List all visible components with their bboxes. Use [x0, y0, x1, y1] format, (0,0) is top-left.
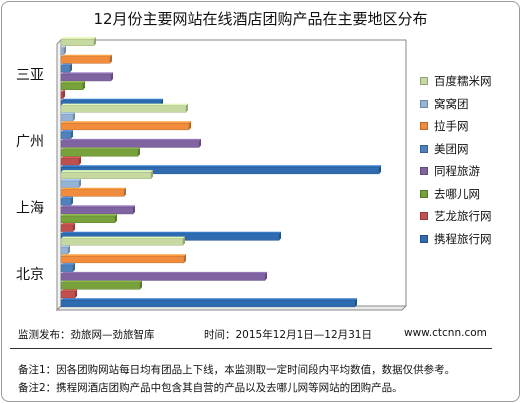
bar: [60, 37, 96, 47]
bar: [60, 130, 73, 139]
bar: [60, 121, 191, 131]
legend-item: 百度糯米网: [420, 70, 515, 93]
legend-label: 百度糯米网: [434, 74, 492, 89]
bar: [60, 165, 381, 175]
bar: [60, 147, 140, 157]
chart-title: 12月份主要网站在线酒店团购产品在主要地区分布: [93, 10, 428, 28]
legend-item: 窝窝团: [420, 93, 515, 116]
bar: [60, 280, 142, 290]
bar: [60, 156, 81, 166]
legend-swatch: [420, 234, 428, 243]
bar: [60, 112, 75, 122]
legend-swatch: [420, 167, 428, 176]
bar: [60, 298, 357, 308]
legend-swatch: [420, 77, 428, 86]
bar: [60, 263, 75, 272]
category-label: 北京: [16, 267, 44, 283]
chart-legend: 百度糯米网窝窝团拉手网美团网同程旅游去哪儿网艺龙旅行网携程旅行网: [420, 70, 515, 250]
bar: [60, 222, 75, 232]
bar: [60, 271, 267, 281]
bar: [60, 63, 72, 73]
category-label: 上海: [16, 200, 44, 216]
legend-item: 同程旅游: [420, 160, 515, 183]
legend-label: 去哪儿网: [434, 186, 480, 201]
legend-label: 同程旅游: [434, 164, 480, 179]
category-label: 三亚: [16, 67, 44, 83]
legend-label: 携程旅行网: [434, 231, 492, 246]
bar: [60, 187, 126, 197]
bar: [60, 45, 66, 55]
legend-swatch: [420, 99, 428, 108]
legend-item: 艺龙旅行网: [420, 205, 515, 228]
legend-swatch: [420, 212, 428, 221]
legend-label: 艺龙旅行网: [434, 209, 492, 224]
bar: [60, 214, 117, 223]
bar: [60, 72, 113, 82]
bar: [60, 196, 73, 206]
legend-swatch: [420, 189, 428, 198]
bar: [60, 245, 70, 255]
bar: [60, 89, 65, 99]
legend-label: 美团网: [434, 141, 469, 156]
bar: [60, 54, 112, 64]
bar: [60, 138, 201, 148]
legend-label: 拉手网: [434, 119, 469, 134]
bar: [60, 170, 153, 179]
legend-item: 携程旅行网: [420, 228, 515, 251]
bar: [60, 81, 85, 91]
bar: [60, 205, 135, 215]
bar: [60, 289, 77, 299]
bar: [60, 236, 185, 246]
legend-swatch: [420, 122, 428, 131]
legend-swatch: [420, 144, 428, 153]
bar: [60, 254, 186, 264]
bar: [60, 178, 81, 188]
legend-item: 去哪儿网: [420, 183, 515, 206]
category-label: 广州: [16, 134, 44, 150]
plot-side-wall: [56, 38, 62, 312]
legend-item: 美团网: [420, 138, 515, 161]
bar: [60, 103, 188, 113]
legend-item: 拉手网: [420, 115, 515, 138]
legend-label: 窝窝团: [434, 96, 469, 111]
